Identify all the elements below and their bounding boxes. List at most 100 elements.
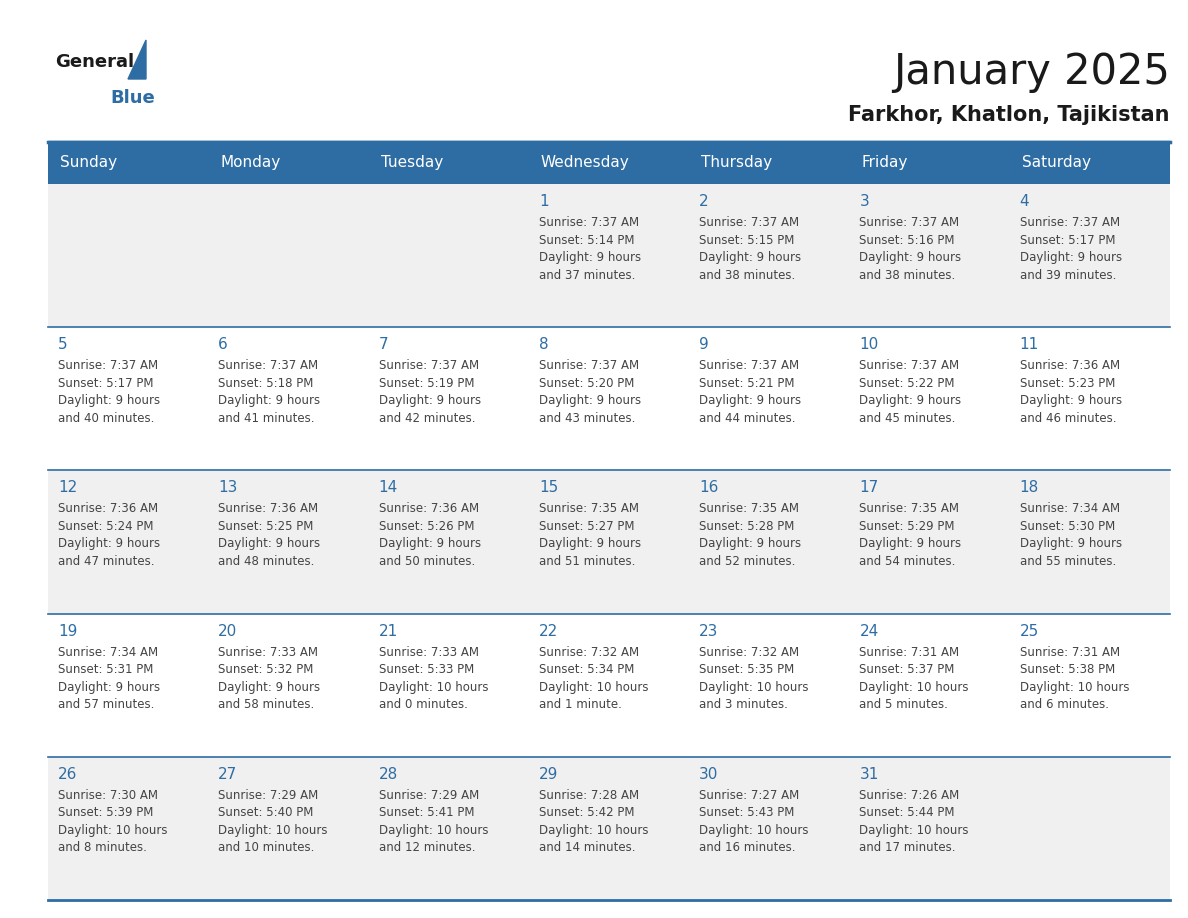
Text: 24: 24 — [859, 623, 879, 639]
Text: and 5 minutes.: and 5 minutes. — [859, 698, 948, 711]
Text: 28: 28 — [379, 767, 398, 782]
Text: Sunset: 5:16 PM: Sunset: 5:16 PM — [859, 233, 955, 247]
Text: Sunrise: 7:32 AM: Sunrise: 7:32 AM — [539, 645, 639, 658]
Text: Daylight: 9 hours: Daylight: 9 hours — [219, 394, 321, 408]
Text: Sunrise: 7:32 AM: Sunrise: 7:32 AM — [700, 645, 800, 658]
Text: 26: 26 — [58, 767, 77, 782]
Text: Daylight: 9 hours: Daylight: 9 hours — [700, 537, 801, 551]
Text: and 38 minutes.: and 38 minutes. — [700, 268, 796, 282]
Text: Sunrise: 7:37 AM: Sunrise: 7:37 AM — [700, 359, 800, 372]
Text: Daylight: 10 hours: Daylight: 10 hours — [219, 823, 328, 837]
Text: Sunset: 5:38 PM: Sunset: 5:38 PM — [1019, 663, 1116, 676]
Text: Sunrise: 7:37 AM: Sunrise: 7:37 AM — [859, 216, 960, 229]
Text: Sunset: 5:24 PM: Sunset: 5:24 PM — [58, 520, 153, 533]
Text: Sunrise: 7:26 AM: Sunrise: 7:26 AM — [859, 789, 960, 801]
Text: Daylight: 10 hours: Daylight: 10 hours — [379, 680, 488, 694]
Text: 10: 10 — [859, 337, 879, 353]
Text: 5: 5 — [58, 337, 68, 353]
Text: Daylight: 10 hours: Daylight: 10 hours — [379, 823, 488, 837]
Text: Sunset: 5:22 PM: Sunset: 5:22 PM — [859, 376, 955, 390]
Text: and 43 minutes.: and 43 minutes. — [539, 411, 636, 425]
Text: Sunrise: 7:35 AM: Sunrise: 7:35 AM — [700, 502, 800, 515]
Text: Daylight: 9 hours: Daylight: 9 hours — [58, 394, 160, 408]
Text: Thursday: Thursday — [701, 155, 772, 171]
Text: 18: 18 — [1019, 480, 1040, 496]
Text: Sunset: 5:29 PM: Sunset: 5:29 PM — [859, 520, 955, 533]
Text: and 40 minutes.: and 40 minutes. — [58, 411, 154, 425]
Text: Daylight: 10 hours: Daylight: 10 hours — [539, 823, 649, 837]
Text: Daylight: 9 hours: Daylight: 9 hours — [1019, 394, 1121, 408]
Text: and 44 minutes.: and 44 minutes. — [700, 411, 796, 425]
Text: Sunrise: 7:35 AM: Sunrise: 7:35 AM — [539, 502, 639, 515]
Text: Sunrise: 7:37 AM: Sunrise: 7:37 AM — [1019, 216, 1120, 229]
Text: Daylight: 9 hours: Daylight: 9 hours — [379, 537, 481, 551]
Text: Sunrise: 7:29 AM: Sunrise: 7:29 AM — [219, 789, 318, 801]
Text: Sunset: 5:35 PM: Sunset: 5:35 PM — [700, 663, 795, 676]
Text: Sunrise: 7:29 AM: Sunrise: 7:29 AM — [379, 789, 479, 801]
Text: Sunrise: 7:33 AM: Sunrise: 7:33 AM — [219, 645, 318, 658]
Text: Sunset: 5:14 PM: Sunset: 5:14 PM — [539, 233, 634, 247]
Text: Sunset: 5:21 PM: Sunset: 5:21 PM — [700, 376, 795, 390]
Text: and 41 minutes.: and 41 minutes. — [219, 411, 315, 425]
Text: Blue: Blue — [110, 89, 154, 107]
Bar — [48, 184, 1170, 327]
Text: and 8 minutes.: and 8 minutes. — [58, 841, 147, 855]
Text: Daylight: 10 hours: Daylight: 10 hours — [859, 823, 969, 837]
Text: Sunset: 5:17 PM: Sunset: 5:17 PM — [58, 376, 153, 390]
Text: Daylight: 10 hours: Daylight: 10 hours — [700, 823, 809, 837]
Text: January 2025: January 2025 — [893, 51, 1170, 93]
Bar — [48, 613, 1170, 756]
Text: and 10 minutes.: and 10 minutes. — [219, 841, 315, 855]
Text: 7: 7 — [379, 337, 388, 353]
Text: Daylight: 9 hours: Daylight: 9 hours — [859, 394, 961, 408]
Text: Daylight: 9 hours: Daylight: 9 hours — [539, 251, 642, 264]
Text: Sunset: 5:39 PM: Sunset: 5:39 PM — [58, 806, 153, 819]
Text: and 55 minutes.: and 55 minutes. — [1019, 554, 1116, 568]
Text: and 3 minutes.: and 3 minutes. — [700, 698, 788, 711]
Text: and 16 minutes.: and 16 minutes. — [700, 841, 796, 855]
Text: Daylight: 9 hours: Daylight: 9 hours — [58, 680, 160, 694]
Text: Sunrise: 7:36 AM: Sunrise: 7:36 AM — [219, 502, 318, 515]
Text: Sunset: 5:37 PM: Sunset: 5:37 PM — [859, 663, 955, 676]
Text: and 47 minutes.: and 47 minutes. — [58, 554, 154, 568]
Text: 14: 14 — [379, 480, 398, 496]
Text: Sunset: 5:33 PM: Sunset: 5:33 PM — [379, 663, 474, 676]
Text: Sunset: 5:44 PM: Sunset: 5:44 PM — [859, 806, 955, 819]
Text: and 52 minutes.: and 52 minutes. — [700, 554, 796, 568]
Text: and 12 minutes.: and 12 minutes. — [379, 841, 475, 855]
Text: Sunrise: 7:37 AM: Sunrise: 7:37 AM — [58, 359, 158, 372]
Text: and 0 minutes.: and 0 minutes. — [379, 698, 467, 711]
Text: Friday: Friday — [861, 155, 908, 171]
Text: Sunrise: 7:36 AM: Sunrise: 7:36 AM — [379, 502, 479, 515]
Text: Sunset: 5:23 PM: Sunset: 5:23 PM — [1019, 376, 1116, 390]
Text: Saturday: Saturday — [1022, 155, 1091, 171]
Text: Daylight: 9 hours: Daylight: 9 hours — [859, 537, 961, 551]
Text: and 14 minutes.: and 14 minutes. — [539, 841, 636, 855]
Text: Sunset: 5:32 PM: Sunset: 5:32 PM — [219, 663, 314, 676]
Text: Daylight: 9 hours: Daylight: 9 hours — [379, 394, 481, 408]
Text: 31: 31 — [859, 767, 879, 782]
Text: Sunrise: 7:31 AM: Sunrise: 7:31 AM — [1019, 645, 1120, 658]
Text: Daylight: 10 hours: Daylight: 10 hours — [700, 680, 809, 694]
Text: Sunset: 5:31 PM: Sunset: 5:31 PM — [58, 663, 153, 676]
Text: and 57 minutes.: and 57 minutes. — [58, 698, 154, 711]
Text: and 48 minutes.: and 48 minutes. — [219, 554, 315, 568]
Text: and 45 minutes.: and 45 minutes. — [859, 411, 956, 425]
Text: Sunset: 5:17 PM: Sunset: 5:17 PM — [1019, 233, 1116, 247]
Bar — [48, 142, 1170, 184]
Text: Sunset: 5:19 PM: Sunset: 5:19 PM — [379, 376, 474, 390]
Text: Daylight: 9 hours: Daylight: 9 hours — [219, 680, 321, 694]
Text: Daylight: 9 hours: Daylight: 9 hours — [700, 394, 801, 408]
Text: Sunrise: 7:37 AM: Sunrise: 7:37 AM — [379, 359, 479, 372]
Text: Sunset: 5:30 PM: Sunset: 5:30 PM — [1019, 520, 1116, 533]
Text: 17: 17 — [859, 480, 879, 496]
Text: 19: 19 — [58, 623, 77, 639]
Text: Sunset: 5:27 PM: Sunset: 5:27 PM — [539, 520, 634, 533]
Text: 4: 4 — [1019, 194, 1029, 209]
Text: and 39 minutes.: and 39 minutes. — [1019, 268, 1116, 282]
Bar — [48, 470, 1170, 613]
Text: Monday: Monday — [220, 155, 280, 171]
Text: Daylight: 10 hours: Daylight: 10 hours — [859, 680, 969, 694]
Text: 11: 11 — [1019, 337, 1040, 353]
Text: Daylight: 9 hours: Daylight: 9 hours — [1019, 537, 1121, 551]
